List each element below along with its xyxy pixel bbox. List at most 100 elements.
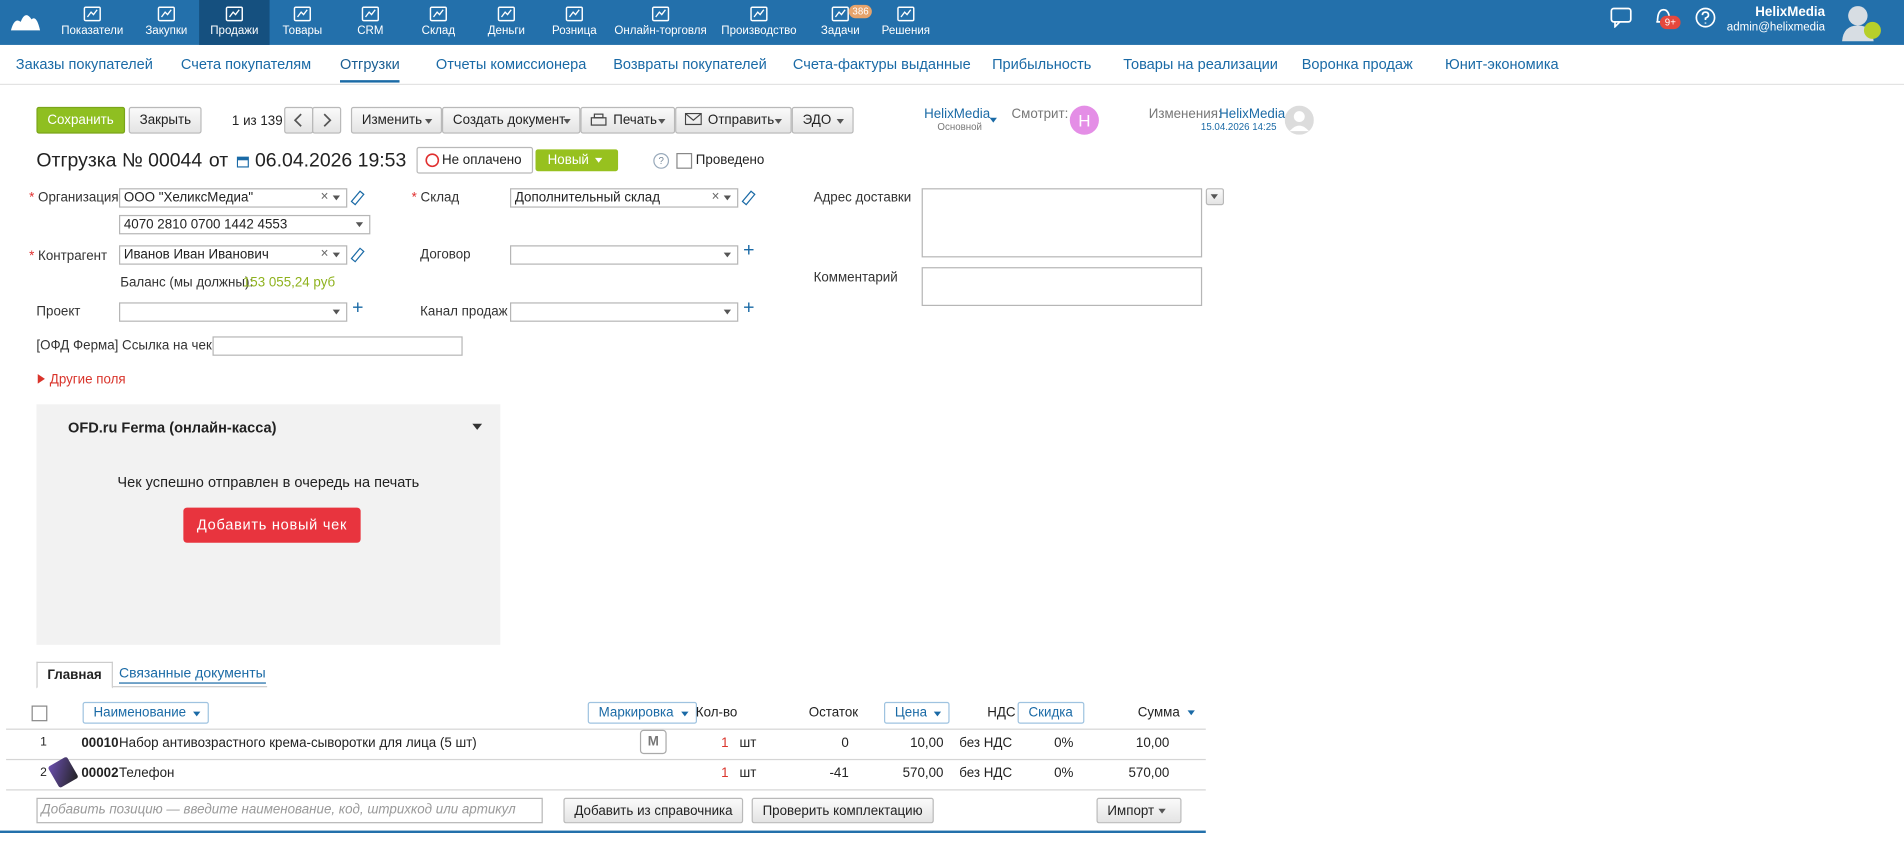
payment-status[interactable]: Не оплачено	[416, 146, 533, 174]
nav-item[interactable]: Задачи	[805, 0, 875, 45]
quantity: 1	[721, 735, 729, 751]
tab-related[interactable]: Связанные документы	[119, 667, 266, 684]
toolbar-button[interactable]: Изменить	[350, 106, 442, 134]
nav-item[interactable]: Показатели	[57, 0, 127, 45]
prev-button[interactable]	[284, 106, 314, 134]
clear-icon[interactable]: ×	[711, 189, 720, 204]
doc-date[interactable]: 06.04.2026 19:53	[255, 150, 407, 172]
ofd-input[interactable]	[212, 336, 463, 356]
sum: 10,00	[1135, 735, 1170, 751]
nav-label: Задачи	[820, 24, 860, 38]
toolbar-button[interactable]: Отправить	[675, 106, 792, 134]
subnav-link[interactable]: Счета-фактуры выданные	[792, 55, 971, 73]
nav-item[interactable]: CRM	[335, 0, 405, 45]
help-icon[interactable]	[1695, 7, 1716, 28]
nav-item[interactable]: Онлайн-торговля	[614, 0, 707, 45]
next-button[interactable]	[312, 106, 342, 134]
address-toggle[interactable]	[1205, 188, 1224, 206]
payment-text: Не оплачено	[442, 153, 522, 168]
edit-icon[interactable]	[350, 190, 365, 206]
product-name[interactable]: Набор антивозрастного крема-сыворотки дл…	[119, 735, 477, 751]
column-header[interactable]: Наименование	[82, 701, 210, 724]
nav-item[interactable]: Розница	[539, 0, 609, 45]
user-name[interactable]: HelixMedia	[1755, 4, 1826, 20]
nav-item[interactable]: Закупки	[131, 0, 201, 45]
column-header[interactable]: Скидка	[1017, 701, 1084, 724]
unit: шт	[739, 735, 757, 751]
comment-label: Комментарий	[813, 270, 898, 286]
comment-input[interactable]	[921, 267, 1203, 306]
toolbar-button[interactable]: Печать	[580, 106, 676, 134]
column-header[interactable]: Маркировка	[587, 701, 697, 724]
select-all[interactable]	[31, 705, 48, 722]
subnav-link[interactable]: Юнит-экономика	[1445, 55, 1559, 73]
caret	[680, 711, 689, 717]
org-input[interactable]: ООО "ХеликсМедиа"	[119, 188, 348, 208]
warehouse-input[interactable]: Дополнительный склад	[510, 188, 739, 208]
discount: 0%	[1054, 735, 1074, 751]
subnav-link[interactable]: Возвраты покупателей	[613, 55, 767, 73]
chat-icon[interactable]	[1610, 7, 1632, 28]
product-name[interactable]: Телефон	[119, 766, 175, 781]
status-button[interactable]: Новый	[535, 149, 619, 172]
row-number: 2	[40, 766, 47, 780]
close-button[interactable]: Закрыть	[128, 106, 203, 134]
calendar-icon[interactable]	[236, 155, 249, 168]
subnav-link[interactable]: Счета покупателям	[180, 55, 312, 73]
dropdown-caret	[332, 252, 340, 258]
balance-value: 153 055,24 руб	[242, 275, 336, 291]
nav-item[interactable]: Продажи	[199, 0, 270, 45]
import-button[interactable]: Импорт	[1096, 797, 1183, 824]
add-position-input[interactable]: Добавить позицию — введите наименование,…	[36, 797, 543, 824]
toolbar-button[interactable]: ЭДО	[791, 106, 854, 134]
tab-main[interactable]: Главная	[36, 661, 113, 689]
widget-button[interactable]: Добавить новый чек	[183, 507, 361, 543]
nav-item[interactable]: Решения	[871, 0, 941, 45]
subnav-link[interactable]: Прибыльность	[992, 55, 1092, 73]
subnav-link[interactable]: Заказы покупателей	[15, 55, 153, 73]
user-login[interactable]: admin@helixmedia	[1726, 20, 1826, 34]
dropdown-caret	[723, 195, 731, 201]
marking: М	[639, 729, 667, 755]
edit-icon[interactable]	[350, 247, 365, 263]
edit-icon[interactable]	[741, 190, 756, 206]
posted-checkbox[interactable]	[676, 153, 693, 169]
nav-item[interactable]: Производство	[719, 0, 799, 45]
column-label: Остаток	[808, 705, 859, 721]
changes-user[interactable]: HelixMedia	[1219, 106, 1286, 122]
org-label: * Организация	[29, 190, 119, 206]
clear-icon[interactable]: ×	[320, 246, 329, 262]
nav-item[interactable]: Склад	[403, 0, 473, 45]
add-ref-button[interactable]: Добавить из справочника	[563, 797, 744, 824]
subnav-link[interactable]: Отчеты комиссионера	[435, 55, 587, 73]
contract-input[interactable]	[510, 245, 739, 265]
subnav-link[interactable]: Отгрузки	[340, 56, 400, 83]
plus-icon[interactable]: +	[352, 297, 364, 319]
address-input[interactable]	[921, 188, 1203, 258]
account-input[interactable]: 4070 2810 0700 1442 4553	[119, 214, 371, 235]
column-label: Маркировка	[598, 705, 674, 721]
plus-icon[interactable]: +	[743, 240, 755, 262]
nav-item[interactable]: Деньги	[471, 0, 541, 45]
product-code: 00010	[81, 735, 119, 751]
nav-item[interactable]: Товары	[267, 0, 337, 45]
save-button[interactable]: Сохранить	[36, 106, 125, 134]
subnav-link[interactable]: Товары на реализации	[1123, 55, 1278, 73]
channel-input[interactable]	[510, 302, 739, 322]
subnav-link[interactable]: Воронка продаж	[1301, 55, 1413, 73]
project-label: Проект	[36, 304, 81, 320]
check-button[interactable]: Проверить комплектацию	[751, 797, 934, 824]
project-input[interactable]	[119, 302, 348, 322]
avatar[interactable]	[1840, 1, 1884, 42]
ofd-widget: OFD.ru Ferma (онлайн-касса) Чек успешно …	[36, 404, 501, 645]
help-badge[interactable]: ?	[653, 153, 670, 169]
company[interactable]: HelixMedia	[924, 106, 991, 122]
quantity: 1	[721, 766, 729, 781]
counterparty-input[interactable]: Иванов Иван Иванович	[119, 245, 348, 265]
toolbar-button[interactable]: Создать документ	[442, 106, 581, 134]
plus-icon[interactable]: +	[743, 297, 755, 319]
column-header[interactable]: Цена	[884, 701, 951, 724]
clear-icon[interactable]: ×	[320, 189, 329, 204]
other-fields[interactable]: Другие поля	[37, 373, 126, 387]
